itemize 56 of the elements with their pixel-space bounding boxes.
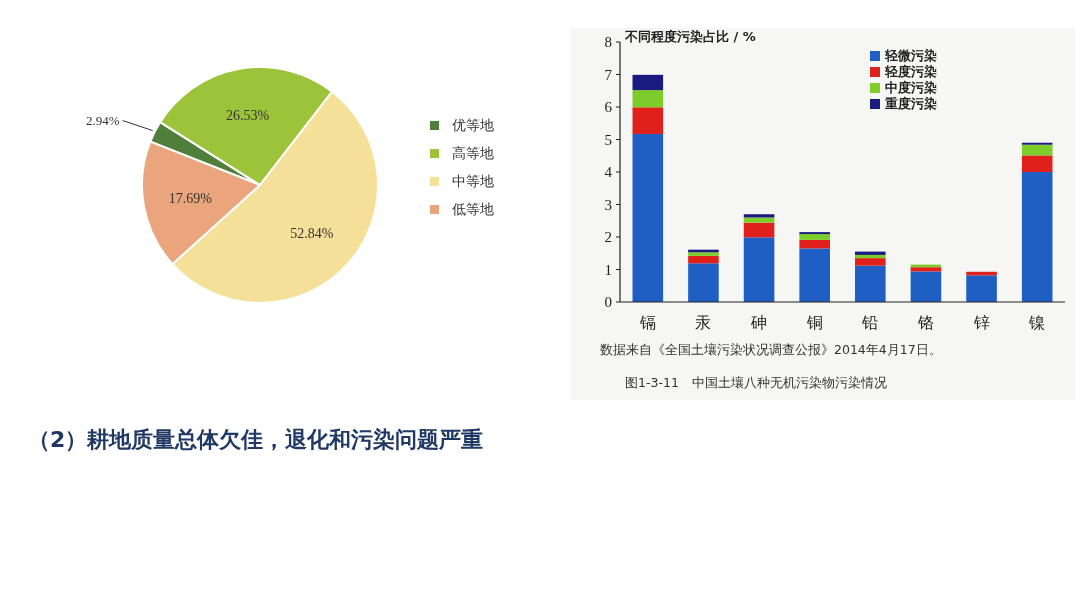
x-tick-label: 汞: [695, 313, 712, 332]
bar: [855, 265, 886, 302]
y-tick-label: 7: [604, 66, 613, 83]
legend-label: 优等地: [452, 118, 494, 133]
y-tick-label: 8: [604, 34, 612, 50]
bar: [966, 275, 997, 302]
bar: [799, 234, 830, 240]
y-tick-label: 3: [604, 196, 612, 213]
bar: [799, 248, 830, 302]
bar: [688, 263, 719, 302]
data-label: 17.69%: [168, 190, 213, 206]
bar: [855, 251, 886, 255]
bar: [910, 271, 942, 302]
y-tick-label: 0: [604, 294, 612, 310]
bar: [688, 255, 719, 264]
y-tick-label: 6: [604, 99, 613, 115]
text: （2）耕地质量总体欠佳，退化和污染问题严重: [28, 427, 484, 452]
legend-label: 重度污染: [884, 96, 937, 111]
bar: [632, 133, 664, 302]
legend-label: 中度污染: [885, 80, 937, 95]
data-label: 2.94%: [86, 112, 120, 128]
data-label: 52.84%: [290, 226, 334, 242]
bar: [632, 107, 664, 134]
bar: [632, 74, 664, 91]
y-axis-title: 不同程度污染占比 / %: [624, 29, 756, 44]
caption: 图1-3-11 中国土壤八种无机污染物污染情况: [625, 375, 887, 390]
bar: [855, 254, 886, 259]
x-tick-label: 铅: [861, 313, 879, 332]
bar: [1021, 155, 1053, 172]
x-tick-label: 铜: [805, 313, 823, 332]
legend-label: 低等地: [452, 202, 494, 217]
bar: [743, 222, 775, 238]
y-tick-label: 5: [604, 131, 612, 148]
bar: [855, 258, 886, 266]
legend-label: 轻度污染: [884, 64, 937, 79]
bar: [910, 267, 942, 272]
y-tick-label: 4: [604, 164, 613, 180]
legend-label: 轻微污染: [884, 48, 937, 63]
y-tick-label: 2: [604, 229, 612, 245]
bar: [799, 239, 830, 249]
x-tick-label: 砷: [750, 313, 768, 332]
x-tick-label: 镉: [638, 313, 656, 332]
bar: [743, 214, 775, 218]
y-tick-label: 1: [604, 261, 612, 278]
legend-label: 中等地: [452, 174, 494, 189]
data-label: 26.53%: [226, 108, 270, 124]
bar: [1021, 172, 1053, 302]
x-tick-label: 锌: [972, 313, 990, 332]
bar: [632, 90, 664, 108]
bar: [743, 237, 775, 302]
x-tick-label: 镍: [1028, 313, 1046, 332]
bar: [1021, 144, 1053, 156]
legend-label: 高等地: [452, 146, 494, 161]
x-tick-label: 铬: [916, 313, 934, 332]
text: 数据来自《全国土壤污染状况调查公报》2014年4月17日。: [600, 342, 942, 357]
bar: [743, 217, 775, 223]
